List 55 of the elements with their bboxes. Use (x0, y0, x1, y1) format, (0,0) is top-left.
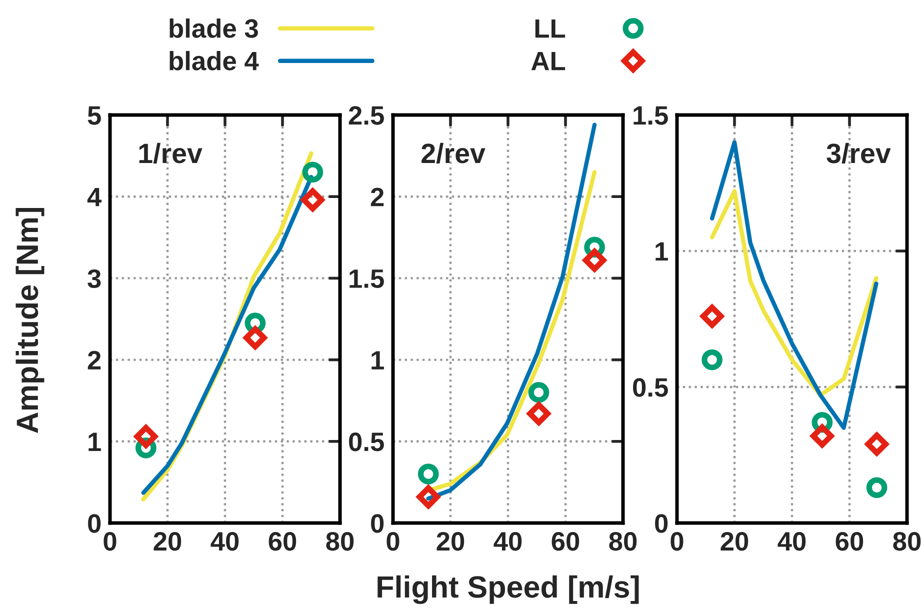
y-tick-label: 0 (371, 514, 384, 533)
point (527, 402, 550, 426)
point (134, 424, 158, 448)
point (528, 382, 550, 403)
x-tick-label: 40 (210, 532, 239, 551)
y-tick-label: 4 (87, 188, 102, 206)
text: 2/rev (422, 142, 486, 164)
x-tick-label: 80 (609, 532, 637, 551)
x-tick-label: 0 (386, 532, 400, 551)
y-tick-label: 1.5 (634, 106, 668, 125)
point (866, 477, 888, 498)
y-tick-label: 2 (88, 350, 101, 370)
y-tick-label: 1 (88, 432, 101, 451)
point (302, 162, 324, 183)
x-tick-label: 20 (154, 532, 182, 551)
x-tick-label: 60 (268, 532, 296, 551)
y-tick-label: 0 (88, 514, 101, 533)
point (700, 304, 724, 328)
text: 1/rev (139, 142, 202, 164)
x-tick-label: 60 (836, 532, 864, 551)
x-tick-label: 80 (893, 532, 921, 551)
x-tick-label: 0 (104, 532, 116, 551)
point (702, 349, 722, 370)
line-series (710, 189, 878, 398)
y-tick-label: 2.5 (348, 106, 384, 125)
point (865, 432, 888, 456)
y-tick-label: 5 (88, 106, 101, 125)
y-tick-label: 0.5 (633, 378, 668, 397)
legend-label: blade 3 (170, 18, 258, 38)
x-tick-label: 60 (552, 532, 580, 551)
text: 3/rev (826, 142, 891, 164)
y-tick-label: 3 (88, 269, 101, 288)
x-tick-label: 40 (778, 532, 806, 551)
point (418, 464, 439, 484)
y-axis-title: Amplitude [Nm] (16, 208, 44, 433)
y-tick-label: 0 (655, 514, 668, 533)
legend-label: LL (535, 19, 566, 38)
x-tick-label: 20 (720, 532, 748, 551)
x-tick-label: 20 (436, 532, 464, 551)
y-tick-label: 1.5 (350, 270, 384, 288)
point (416, 485, 440, 509)
legend-label: blade 4 (170, 50, 259, 70)
x-tick-label: 40 (494, 532, 522, 551)
y-tick-label: 0.5 (349, 432, 384, 452)
point (582, 248, 606, 272)
y-tick-label: 1 (372, 351, 384, 370)
legend-label: AL (531, 52, 566, 70)
point (244, 326, 267, 350)
y-tick-label: 1 (656, 242, 668, 261)
y-tick-label: 2 (370, 188, 384, 206)
x-tick-label: 80 (326, 532, 354, 551)
point (301, 188, 324, 212)
x-axis-title: Flight Speed [m/s] (378, 575, 639, 604)
x-tick-label: 0 (670, 532, 684, 551)
point (810, 424, 834, 448)
